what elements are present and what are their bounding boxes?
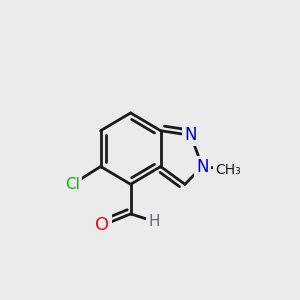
Text: CH₃: CH₃ bbox=[215, 163, 241, 176]
Text: Cl: Cl bbox=[65, 177, 80, 192]
Text: N: N bbox=[196, 158, 208, 175]
Text: H: H bbox=[148, 214, 160, 229]
Text: O: O bbox=[95, 216, 110, 234]
Text: N: N bbox=[184, 126, 197, 144]
